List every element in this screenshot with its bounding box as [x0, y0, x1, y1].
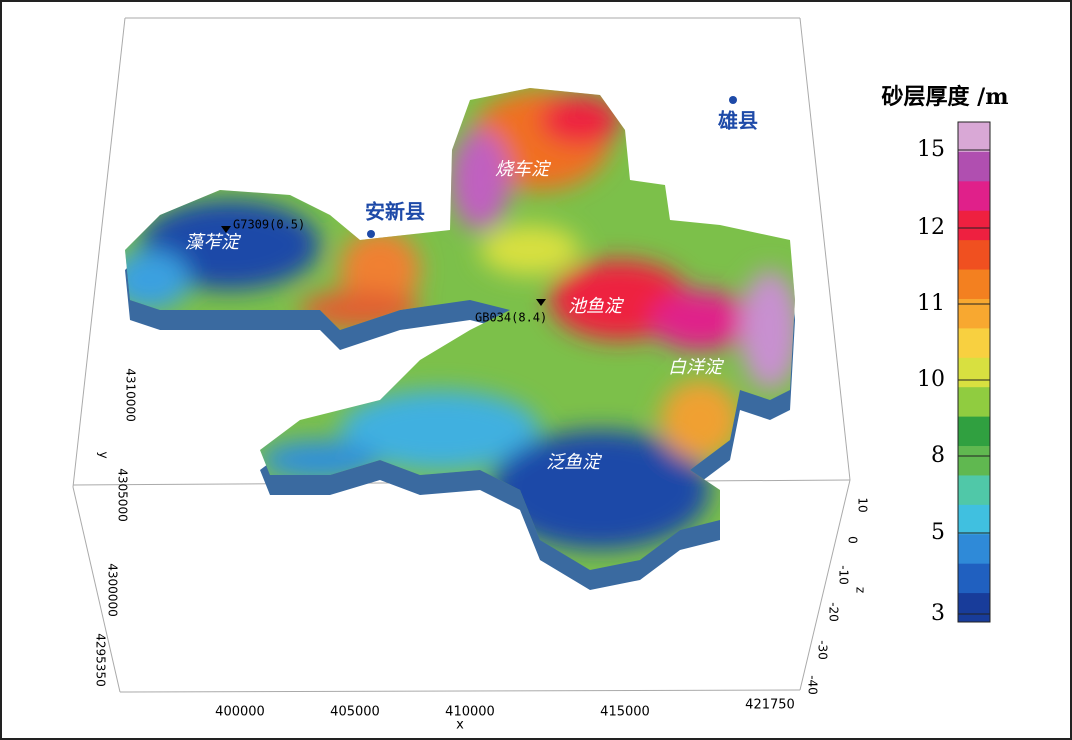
y-tick-label: 4300000 [106, 563, 120, 616]
colorbar-tick-label: 10 [917, 367, 945, 392]
place-label: 安新县 [365, 200, 425, 224]
x-tick-label: 405000 [330, 705, 380, 720]
colorbar-band [958, 210, 990, 241]
colorbar-band [958, 504, 990, 535]
colorbar-band [958, 592, 990, 623]
colorbar-band [958, 327, 990, 358]
x-tick-label: 415000 [600, 705, 650, 720]
colorbar-frame [957, 121, 991, 623]
x-tick-label: 421750 [745, 698, 795, 713]
colorbar-tick-label: 15 [917, 137, 945, 162]
colorbar-title: 砂层厚度 /m [882, 84, 1009, 110]
lake-label: 藻苲淀 [185, 232, 242, 253]
colorbar-tick-label: 8 [931, 443, 945, 468]
y-axis-label: y [97, 451, 111, 458]
lake-label: 池鱼淀 [568, 296, 625, 317]
colorbar-band [958, 151, 990, 182]
z-tick-label: -10 [837, 565, 851, 585]
colorbar-band [958, 533, 990, 564]
colorbar-band [958, 180, 990, 211]
z-tick-label: -40 [806, 675, 820, 695]
y-tick-label: 4295350 [94, 633, 108, 686]
place-label: 雄县 [717, 109, 758, 133]
lake-label: 白洋淀 [668, 357, 725, 378]
colorbar-band [958, 445, 990, 476]
colorbar-tick-label: 3 [931, 601, 945, 626]
colorbar-tick-label: 5 [931, 520, 945, 545]
colorbar-band [958, 386, 990, 417]
colorbar-band [958, 416, 990, 447]
well-label: G7309(0.5) [233, 218, 305, 232]
well-label: GB034(8.4) [475, 311, 547, 325]
colorbar-band [958, 269, 990, 299]
x-tick-label: 400000 [215, 705, 265, 720]
colorbar-band [958, 239, 990, 270]
colorbar-tick-label: 12 [917, 215, 945, 240]
y-tick-label: 4305000 [116, 468, 130, 521]
colorbar-band [958, 357, 990, 388]
colorbar-band [958, 563, 990, 594]
lake-label: 烧车淀 [495, 159, 552, 180]
z-axis-label: z [854, 587, 868, 593]
colorbar-band [958, 122, 990, 152]
z-tick-label: -20 [827, 602, 841, 622]
x-axis-label: x [456, 718, 464, 733]
y-tick-label: 4310000 [124, 368, 138, 421]
z-tick-label: 10 [856, 497, 870, 512]
bounding-box [72, 17, 851, 693]
colorbar-tick-label: 11 [917, 291, 945, 316]
lake-label: 泛鱼淀 [546, 452, 603, 473]
colorbar-band [958, 298, 990, 329]
z-tick-label: 0 [846, 536, 860, 544]
x-tick-label: 410000 [445, 705, 495, 720]
colorbar-band [958, 474, 990, 505]
place-markers [367, 96, 737, 238]
z-tick-label: -30 [816, 640, 830, 660]
well-markers [221, 226, 546, 306]
